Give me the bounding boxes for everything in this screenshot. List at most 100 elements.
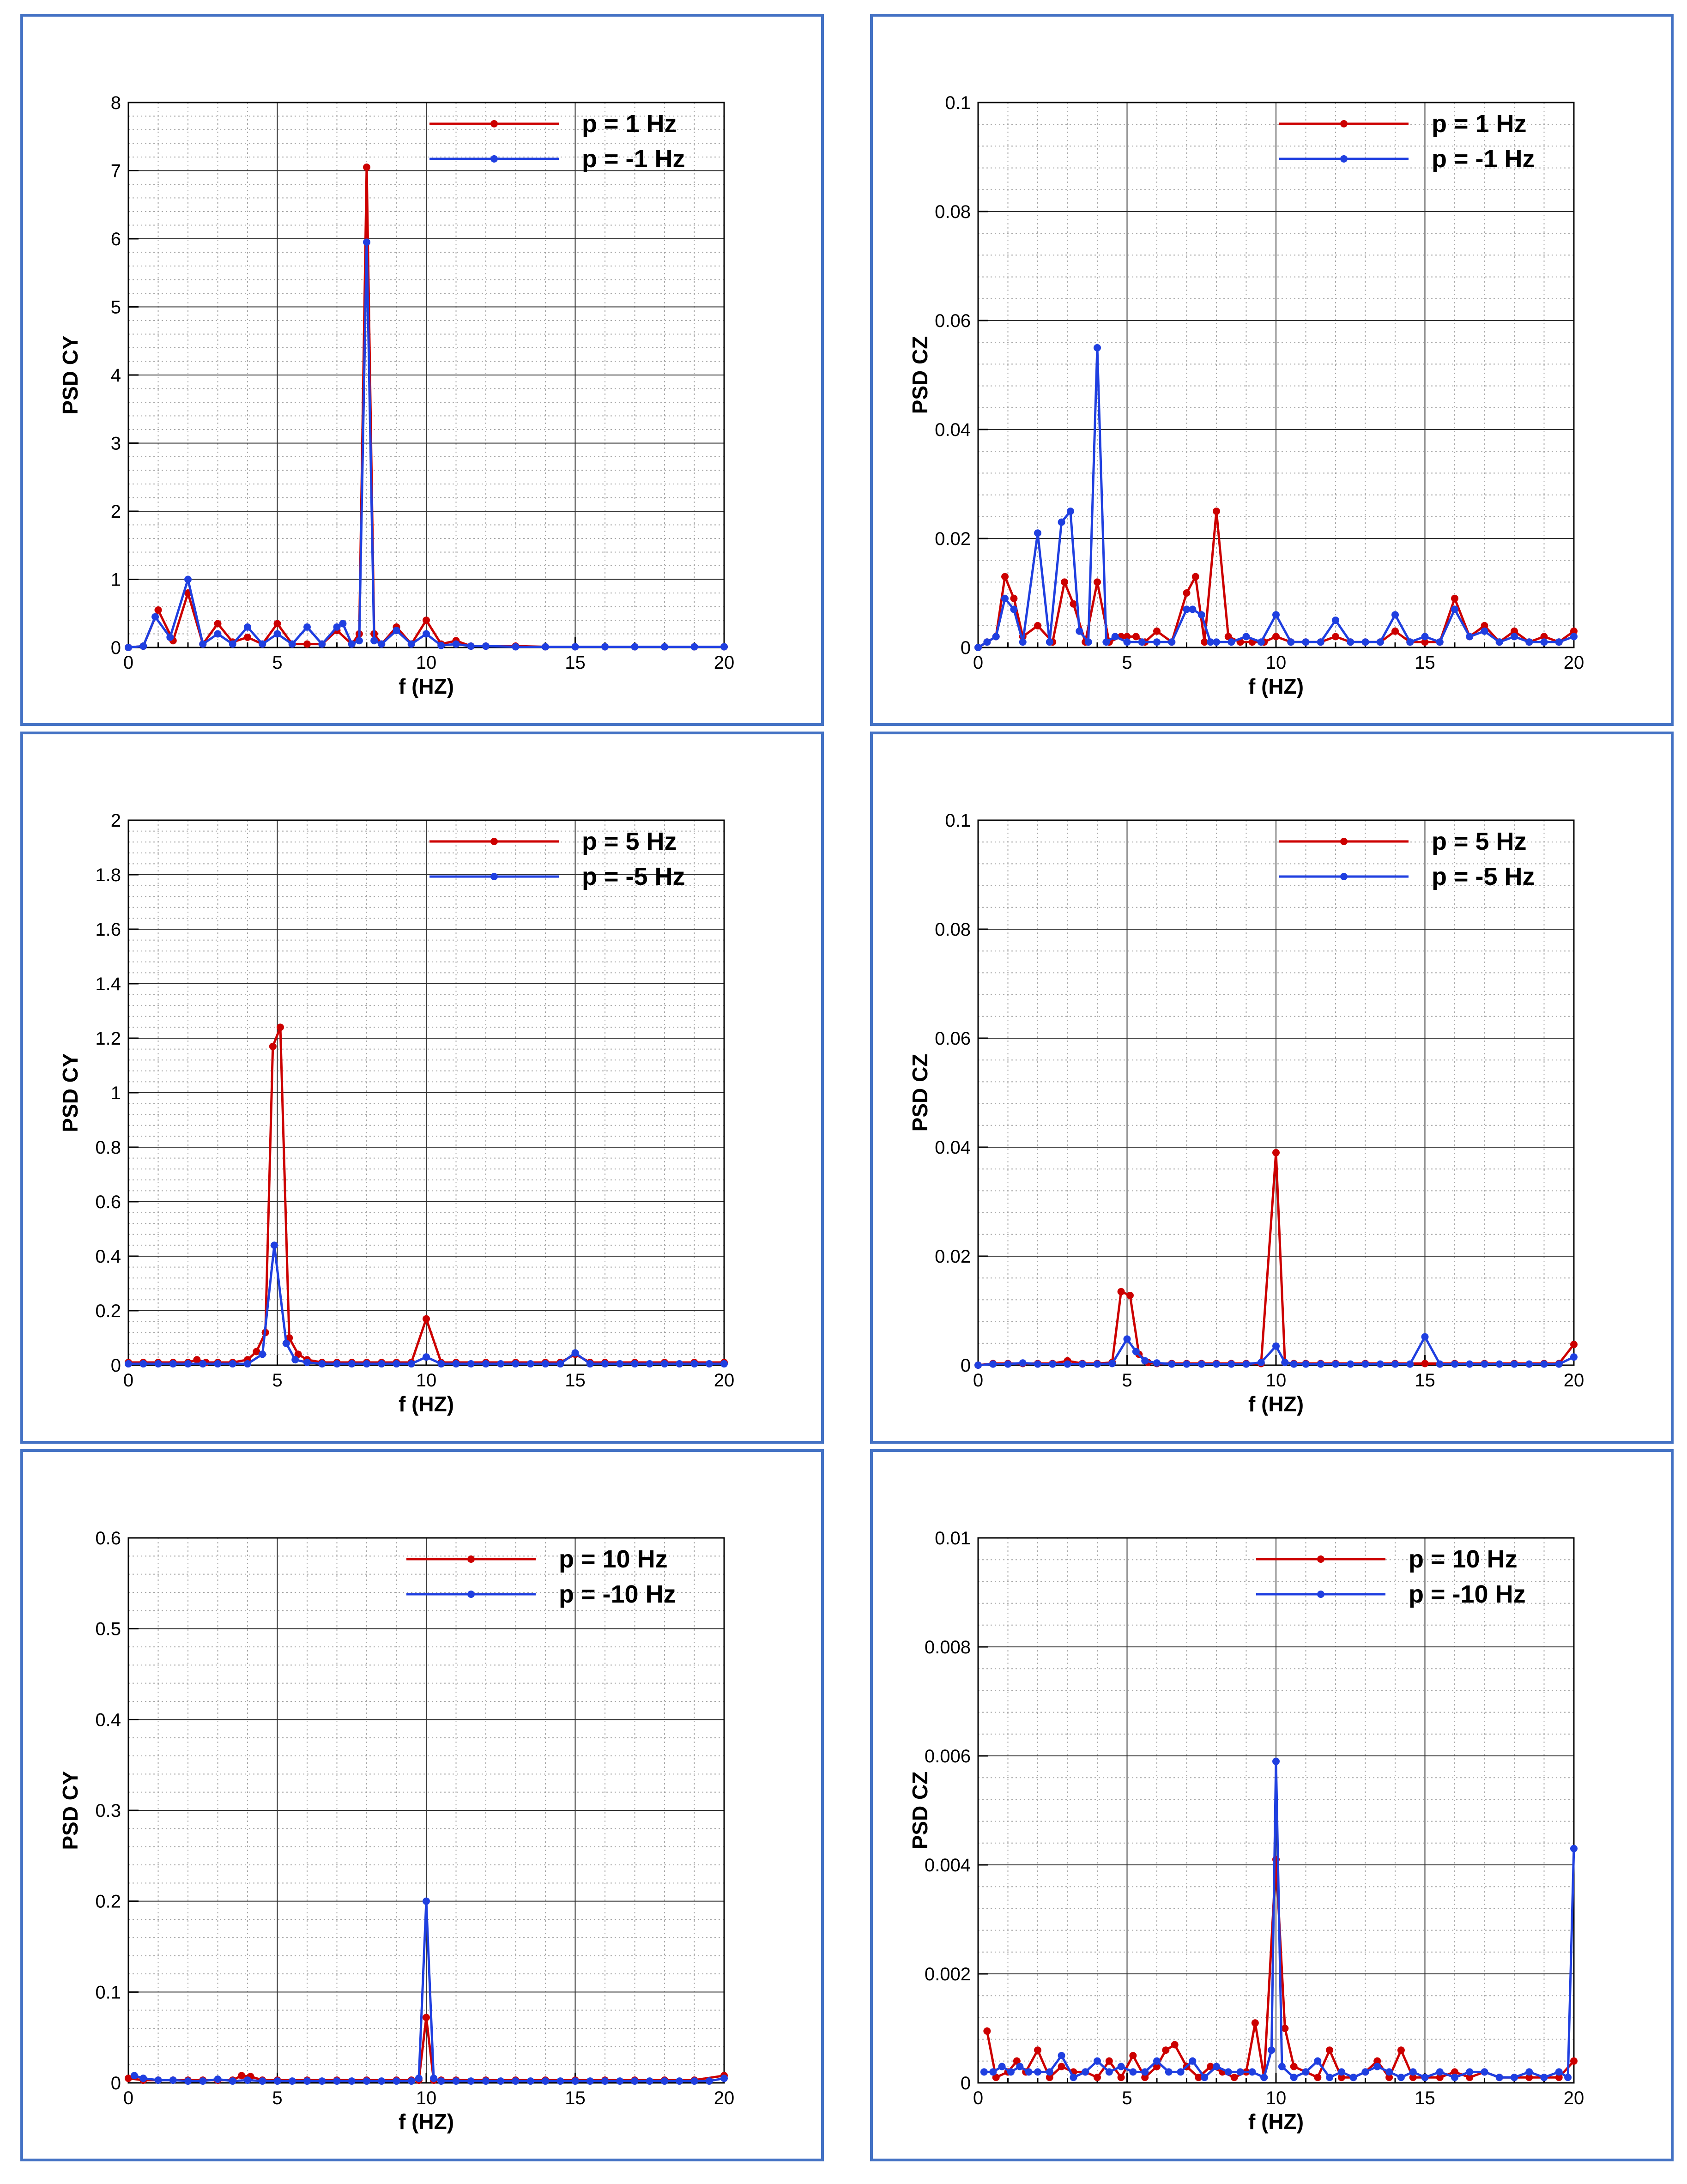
y-axis-title: PSD CY xyxy=(58,1771,82,1850)
chart-panel-psd-cy-5hz: 0 5 10 15 20 0 0.2 0.4 0.6 0.8 1 1.2 1.4 1.6 1.8 2 f (HZ… xyxy=(20,732,824,1444)
data-point xyxy=(1094,2074,1101,2081)
data-point xyxy=(184,2077,192,2085)
data-point xyxy=(1227,638,1235,646)
data-point xyxy=(571,1349,579,1357)
data-point xyxy=(378,640,386,648)
data-point xyxy=(616,2077,624,2085)
major-grid xyxy=(978,820,1574,1365)
legend-marker xyxy=(1317,1555,1324,1563)
data-point xyxy=(1019,1359,1027,1367)
data-point xyxy=(303,640,311,648)
x-tick-label: 5 xyxy=(1122,2088,1132,2108)
data-point xyxy=(154,1360,162,1368)
data-point xyxy=(1421,638,1429,646)
major-grid xyxy=(128,1538,724,2083)
series-negative xyxy=(974,1333,1578,1369)
y-axis-title: PSD CZ xyxy=(908,1054,932,1132)
data-point xyxy=(1436,638,1444,646)
data-point xyxy=(214,620,222,628)
data-point xyxy=(1451,2068,1458,2076)
y-tick-label: 0.02 xyxy=(935,1246,971,1267)
data-point xyxy=(1153,1359,1161,1367)
y-tick-label: 0.8 xyxy=(95,1137,121,1158)
data-point xyxy=(244,623,251,631)
data-point xyxy=(1495,638,1503,646)
data-point xyxy=(1373,2057,1381,2065)
data-point xyxy=(1495,2074,1503,2081)
data-point xyxy=(378,1360,386,1368)
data-point xyxy=(1141,2068,1149,2076)
x-tick-label: 10 xyxy=(1266,653,1287,673)
x-tick-label: 0 xyxy=(973,2088,983,2108)
data-point xyxy=(169,2076,177,2084)
data-point xyxy=(1349,2074,1357,2081)
x-axis-title: f (HZ) xyxy=(399,674,454,698)
x-tick-label: 5 xyxy=(1122,1370,1132,1391)
data-point xyxy=(1070,2074,1077,2081)
data-point xyxy=(363,163,370,171)
legend-label: p = 5 Hz xyxy=(582,828,677,855)
y-tick-label: 6 xyxy=(111,229,121,249)
data-point xyxy=(1391,627,1399,635)
data-point xyxy=(1001,594,1009,602)
data-point xyxy=(423,2014,430,2021)
data-point xyxy=(1540,638,1548,646)
y-tick-label: 0 xyxy=(111,2073,121,2093)
data-point xyxy=(1117,1288,1125,1295)
data-point xyxy=(1034,529,1041,537)
data-point xyxy=(1326,2074,1334,2081)
data-point xyxy=(1570,633,1578,641)
data-point xyxy=(1481,2068,1488,2076)
chart-panel-psd-cz-1hz: 0 5 10 15 20 0 0.02 0.04 0.06 0.08 0.1 f (HZ) PSD CZ… xyxy=(870,14,1674,726)
data-point xyxy=(1290,2074,1298,2081)
data-point xyxy=(497,2077,505,2085)
data-point xyxy=(259,1350,266,1358)
series-negative xyxy=(125,238,728,651)
data-point xyxy=(1314,2074,1322,2081)
data-point xyxy=(1224,633,1232,641)
data-point xyxy=(571,2077,579,2085)
data-point xyxy=(676,1360,683,1368)
y-tick-label: 1.8 xyxy=(95,865,121,885)
data-point xyxy=(690,643,698,651)
data-point xyxy=(1525,1360,1533,1368)
y-tick-label: 1.6 xyxy=(95,920,121,940)
data-point xyxy=(271,1241,278,1249)
data-point xyxy=(423,617,430,624)
data-point xyxy=(169,1360,177,1368)
data-point xyxy=(1332,633,1339,641)
y-tick-label: 0.2 xyxy=(95,1892,121,1912)
data-point xyxy=(1183,1360,1191,1368)
data-point xyxy=(1138,638,1146,646)
data-point xyxy=(244,633,251,641)
data-point xyxy=(1201,2074,1209,2081)
data-point xyxy=(333,623,341,631)
data-point xyxy=(1123,1335,1131,1343)
legend-label: p = -10 Hz xyxy=(1409,1580,1526,1608)
data-point xyxy=(276,1023,284,1031)
data-point xyxy=(1183,589,1191,597)
x-tick-label: 20 xyxy=(714,653,735,673)
data-point xyxy=(363,238,370,246)
data-point xyxy=(1361,2068,1369,2076)
x-tick-label: 10 xyxy=(1266,2088,1287,2108)
data-point xyxy=(1236,2068,1244,2076)
data-point xyxy=(423,630,430,638)
data-point xyxy=(1272,1757,1280,1765)
x-tick-label: 15 xyxy=(1415,1370,1435,1391)
data-point xyxy=(1317,1360,1324,1368)
legend-marker xyxy=(490,873,498,880)
data-point xyxy=(526,2077,534,2085)
series-line xyxy=(984,1760,1575,2079)
data-point xyxy=(452,2077,460,2085)
data-point xyxy=(1540,633,1548,641)
data-point xyxy=(989,1360,997,1368)
data-point xyxy=(1066,508,1074,515)
data-point xyxy=(1094,1360,1101,1368)
y-tick-label: 0.06 xyxy=(935,1028,971,1049)
data-point xyxy=(1242,633,1250,641)
legend-label: p = 1 Hz xyxy=(582,110,677,138)
data-point xyxy=(1337,2074,1345,2081)
y-tick-label: 2 xyxy=(111,502,121,522)
data-point xyxy=(1129,2052,1137,2059)
